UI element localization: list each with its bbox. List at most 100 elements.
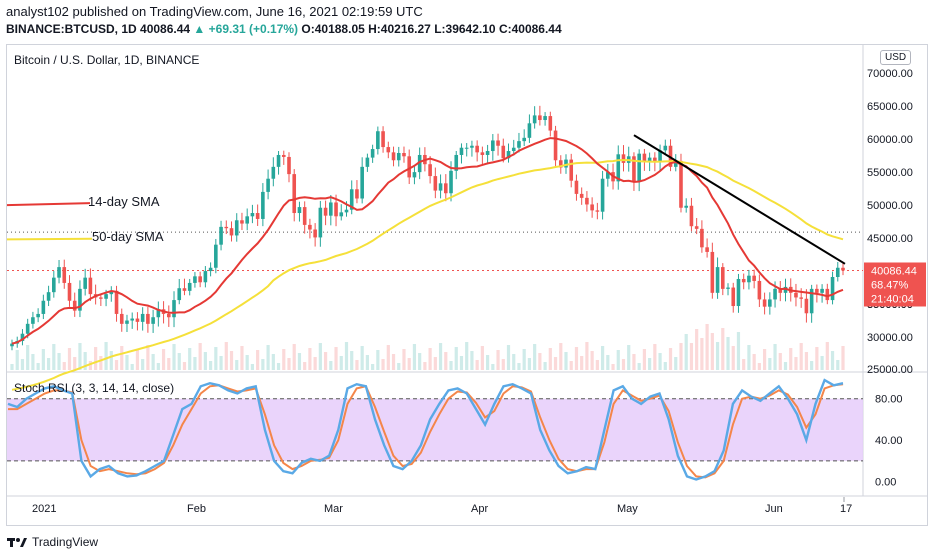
volume-bar — [94, 347, 98, 370]
volume-bar — [104, 342, 108, 370]
volume-bar — [606, 355, 610, 370]
volume-bar — [141, 359, 145, 370]
volume-bar — [616, 350, 620, 370]
sma14-legend-line — [6, 202, 91, 207]
candle-body — [130, 318, 135, 321]
candle-body — [585, 197, 589, 205]
currency-button[interactable]: USD — [880, 50, 912, 65]
candle-body — [72, 300, 77, 311]
candle-body — [736, 278, 741, 307]
open-value: O:40188.05 — [301, 22, 365, 36]
volume-bar — [250, 364, 255, 370]
volume-bar — [512, 354, 516, 370]
volume-bar — [397, 363, 401, 370]
volume-bar — [611, 364, 615, 370]
candle-body — [313, 229, 317, 238]
volume-bar — [470, 351, 474, 370]
chart-frame — [6, 44, 928, 526]
candle-body — [496, 140, 500, 146]
candle-body — [517, 141, 521, 148]
candle-body — [402, 153, 406, 157]
price-tick-label: 45000.00 — [867, 233, 913, 245]
volume-bar — [88, 361, 92, 370]
candle-body — [454, 154, 459, 171]
volume-bar — [438, 343, 443, 370]
candle-body — [208, 267, 213, 272]
candle-body — [329, 202, 333, 216]
volume-bar — [297, 353, 302, 370]
low-value: L:39642.10 — [434, 22, 496, 36]
volume-bar — [167, 358, 171, 370]
candle-body — [83, 277, 87, 289]
candle-body — [151, 317, 155, 324]
volume-bar — [271, 354, 275, 370]
candle-body — [156, 309, 161, 318]
volume-bar — [637, 363, 641, 370]
candle-body — [480, 152, 485, 155]
volume-bar — [219, 356, 223, 370]
volume-bar — [736, 332, 741, 370]
candle-body — [276, 154, 281, 167]
volume-bar — [768, 358, 772, 370]
candle-body — [297, 207, 302, 214]
volume-bar — [820, 356, 824, 370]
sma50-annotation: 50-day SMA — [92, 229, 164, 244]
ohlc-header: BINANCE:BTCUSD, 1D 40086.44 ▲ +69.31 (+0… — [6, 22, 562, 36]
candle-body — [140, 313, 145, 322]
candle-body — [339, 212, 344, 217]
volume-bar — [52, 344, 56, 370]
candle-body — [470, 145, 474, 148]
stoch-tick-label: 40.00 — [875, 435, 903, 447]
volume-bar — [522, 349, 526, 370]
tradingview-logo[interactable]: TradingView — [6, 535, 98, 549]
volume-bar — [256, 350, 260, 370]
volume-bar — [31, 354, 35, 370]
price-tag-countdown: 21:40:04 — [871, 293, 914, 305]
candle-body — [543, 116, 547, 121]
volume-bar — [804, 352, 809, 370]
candle-body — [104, 294, 108, 299]
volume-bar — [151, 354, 155, 370]
volume-bar — [836, 360, 840, 370]
volume-bar — [229, 351, 234, 370]
candle-body — [491, 140, 495, 152]
candle-body — [407, 156, 412, 178]
volume-bar — [799, 343, 803, 370]
candle-body — [741, 278, 746, 283]
candle-body — [616, 154, 621, 182]
volume-bar — [323, 352, 328, 370]
candle-body — [261, 191, 265, 219]
volume-bar — [663, 362, 667, 370]
candle-body — [720, 267, 725, 289]
volume-bar — [726, 337, 730, 370]
candle-body — [349, 189, 354, 210]
volume-bar — [533, 344, 537, 370]
volume-bar — [402, 349, 406, 370]
candle-body — [825, 288, 830, 301]
candle-body — [449, 170, 453, 194]
volume-bar — [715, 342, 720, 370]
candle-body — [835, 267, 840, 277]
candle-body — [31, 317, 35, 324]
candle-body — [114, 290, 119, 314]
candle-body — [747, 275, 751, 283]
candle-body — [67, 282, 72, 301]
volume-bar — [585, 342, 589, 370]
volume-bar — [99, 356, 103, 370]
time-tick-label: Mar — [324, 503, 343, 515]
candle-body — [653, 157, 657, 162]
volume-bar — [679, 343, 683, 370]
volume-bar — [334, 347, 338, 370]
volume-bar — [308, 348, 312, 370]
candle-body — [334, 202, 338, 217]
candle-body — [229, 228, 234, 236]
volume-bar — [480, 346, 484, 370]
candle-body — [762, 299, 767, 307]
volume-bar — [344, 342, 349, 370]
candle-body — [177, 288, 182, 301]
candle-body — [647, 157, 652, 162]
time-tick-label: Apr — [471, 503, 488, 515]
stoch-rsi-band — [7, 398, 863, 461]
volume-bar — [428, 348, 432, 370]
